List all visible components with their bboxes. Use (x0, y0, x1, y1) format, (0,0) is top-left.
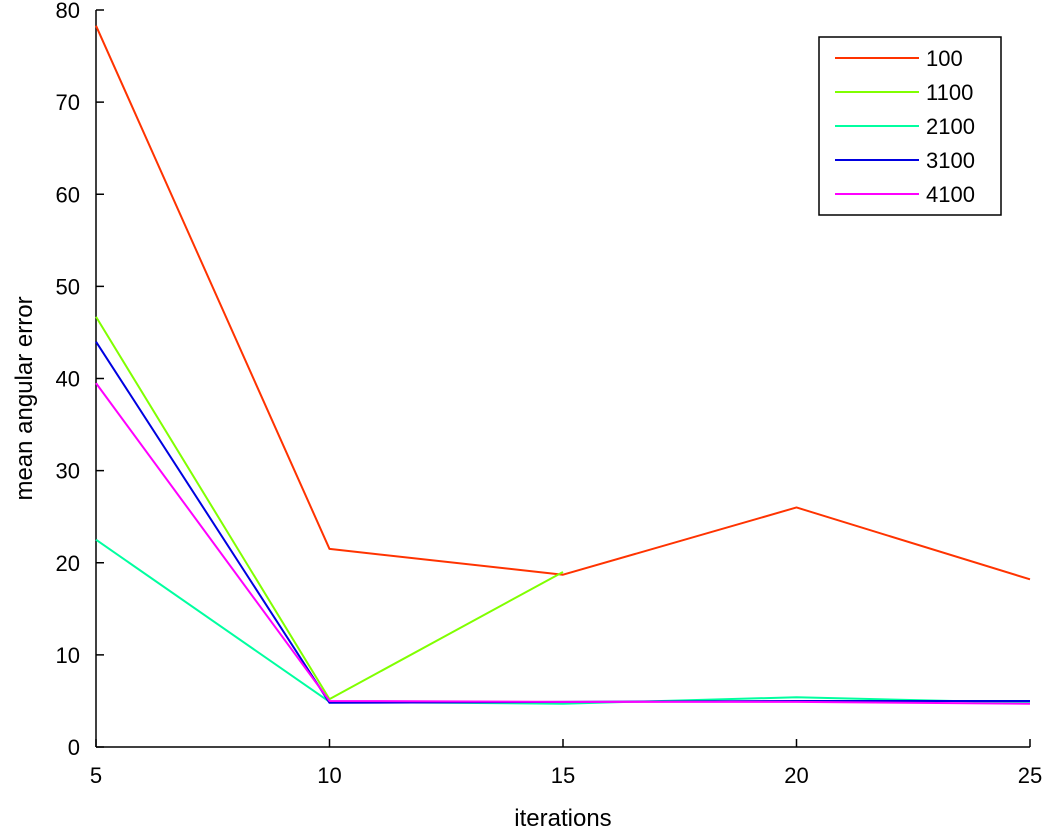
x-tick-label: 10 (317, 763, 341, 788)
x-tick-label: 20 (784, 763, 808, 788)
y-tick-label: 20 (56, 551, 80, 576)
series-lines (95, 25, 1031, 705)
x-tick-label: 15 (551, 763, 575, 788)
y-tick-label: 40 (56, 367, 80, 392)
y-tick-label: 70 (56, 90, 80, 115)
legend-label: 4100 (926, 182, 975, 207)
y-tick-label: 50 (56, 274, 80, 299)
y-tick-label: 80 (56, 0, 80, 23)
series-line-1100 (95, 316, 564, 701)
legend-label: 100 (926, 46, 963, 71)
x-axis-label: iterations (514, 805, 611, 828)
legend: 100 1100 2100 3100 4100 (818, 36, 1002, 216)
y-tick-label: 10 (56, 643, 80, 668)
x-tick-label: 25 (1018, 763, 1042, 788)
axes: 5 10 15 20 25 0 10 20 30 40 50 60 70 80 (56, 0, 1042, 788)
series-line-3100 (95, 341, 1030, 704)
series-line-4100 (95, 382, 1031, 705)
y-tick-label: 30 (56, 459, 80, 484)
series-line-100 (95, 25, 1031, 581)
y-tick-label: 60 (56, 182, 80, 207)
legend-label: 2100 (926, 114, 975, 139)
series-line-2100 (95, 538, 1031, 705)
legend-label: 1100 (926, 80, 973, 105)
legend-label: 3100 (926, 148, 975, 173)
y-axis-label: mean angular error (11, 296, 38, 500)
y-tick-label: 0 (68, 735, 80, 760)
x-tick-label: 5 (90, 763, 102, 788)
